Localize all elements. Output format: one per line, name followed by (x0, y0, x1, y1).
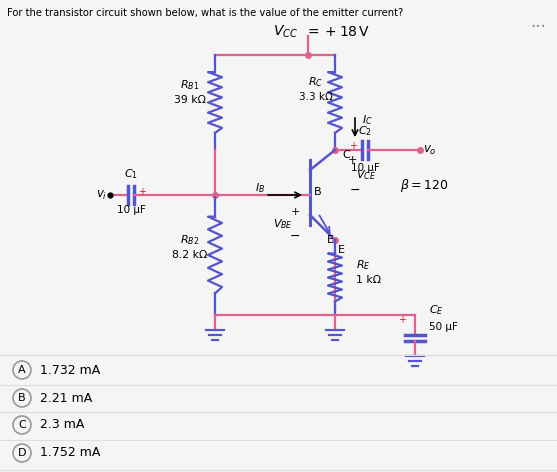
Text: 2.21 mA: 2.21 mA (40, 391, 92, 405)
Text: C: C (18, 420, 26, 430)
Text: $v_i$: $v_i$ (96, 188, 107, 202)
Text: For the transistor circuit shown below, what is the value of the emitter current: For the transistor circuit shown below, … (7, 8, 403, 18)
Text: $C_2$: $C_2$ (358, 124, 372, 138)
Text: 1.752 mA: 1.752 mA (40, 447, 100, 460)
Text: $I_B$: $I_B$ (255, 181, 265, 195)
Text: E: E (338, 245, 345, 255)
Text: $V_{CC}$: $V_{CC}$ (273, 24, 299, 40)
Text: B: B (314, 187, 321, 197)
Text: +: + (138, 187, 146, 197)
Text: 1.732 mA: 1.732 mA (40, 363, 100, 377)
Text: $V_{CE}$: $V_{CE}$ (356, 168, 376, 182)
Text: 10 μF: 10 μF (116, 205, 145, 215)
Text: +: + (398, 315, 406, 325)
Text: C: C (342, 150, 350, 160)
Text: 50 μF: 50 μF (429, 322, 458, 332)
Text: ···: ··· (530, 18, 546, 36)
Text: $v_o$: $v_o$ (423, 143, 437, 157)
Text: $R_{B1}$: $R_{B1}$ (180, 78, 199, 92)
Text: +: + (349, 141, 357, 151)
Text: $V_{BE}$: $V_{BE}$ (273, 217, 293, 231)
Text: $R_C$: $R_C$ (309, 75, 324, 89)
Text: $I_C$: $I_C$ (362, 113, 373, 127)
Text: 2.3 mA: 2.3 mA (40, 419, 84, 431)
Text: $C_1$: $C_1$ (124, 167, 138, 181)
Text: D: D (18, 448, 26, 458)
Text: +: + (290, 207, 300, 217)
Text: −: − (350, 184, 360, 196)
Text: 1 kΩ: 1 kΩ (356, 275, 381, 285)
Text: $R_E$: $R_E$ (356, 258, 370, 272)
Text: $C_E$: $C_E$ (429, 303, 443, 317)
Text: $R_{B2}$: $R_{B2}$ (180, 233, 199, 247)
Text: $= +18\,$V: $= +18\,$V (305, 25, 370, 39)
Text: −: − (290, 229, 300, 243)
Text: $\beta = 120$: $\beta = 120$ (400, 177, 448, 194)
Text: 39 kΩ: 39 kΩ (174, 95, 206, 105)
Text: 3.3 kΩ: 3.3 kΩ (299, 92, 333, 102)
Text: 10 μF: 10 μF (350, 163, 379, 173)
Text: A: A (18, 365, 26, 375)
Text: B: B (18, 393, 26, 403)
Text: E: E (327, 235, 334, 245)
Text: +: + (348, 155, 358, 165)
Text: 8.2 kΩ: 8.2 kΩ (172, 250, 208, 260)
